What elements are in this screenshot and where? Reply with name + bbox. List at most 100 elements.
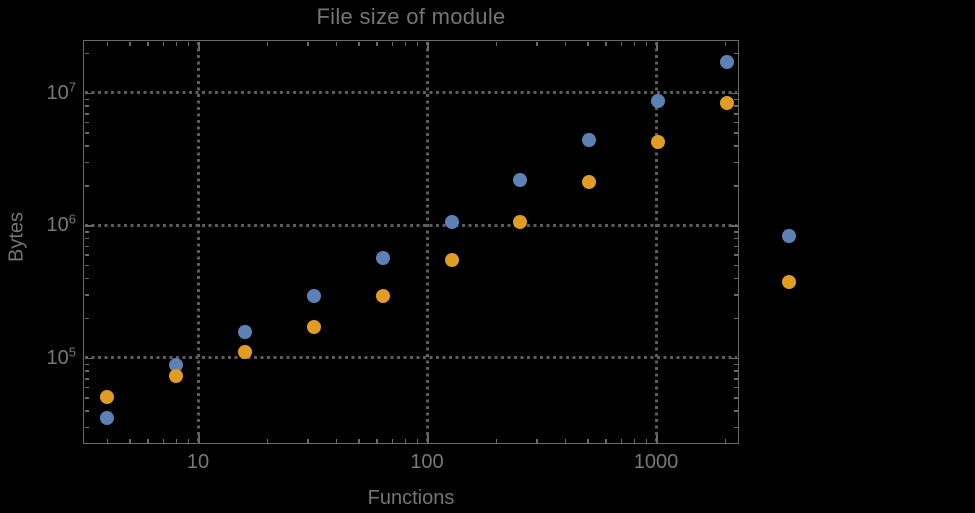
- y-minor-tick-right: [733, 185, 738, 187]
- gridline-x-10: [196, 42, 200, 442]
- y-minor-tick-right: [733, 254, 738, 256]
- y-minor-tick: [84, 386, 89, 389]
- y-minor-tick: [84, 98, 89, 101]
- y-minor-tick: [84, 161, 89, 164]
- x-minor-tick-top: [416, 41, 419, 46]
- x-minor-tick-top: [147, 41, 149, 46]
- y-minor-tick: [84, 52, 89, 55]
- y-minor-tick: [84, 378, 89, 380]
- y-minor-tick-right: [733, 121, 738, 124]
- x-minor-tick: [416, 438, 419, 443]
- y-minor-tick: [84, 397, 89, 399]
- x-minor-tick: [633, 438, 636, 443]
- x-minor-tick: [536, 438, 538, 443]
- x-minor-tick: [162, 438, 165, 443]
- x-minor-tick: [724, 438, 727, 443]
- y-minor-tick-right: [733, 397, 738, 399]
- x-minor-tick-top: [376, 41, 378, 46]
- y-minor-tick: [84, 317, 89, 320]
- x-minor-tick: [129, 438, 131, 443]
- x-major-tick-top: [427, 41, 429, 50]
- data-point-orange-8: [168, 369, 183, 384]
- data-point-orange-3800: [781, 275, 796, 290]
- x-minor-tick: [645, 438, 648, 443]
- data-point-orange-128: [444, 253, 459, 268]
- data-point-blue-3800: [781, 228, 796, 243]
- x-minor-tick-top: [564, 41, 567, 46]
- x-minor-tick-top: [391, 41, 394, 46]
- y-minor-tick-right: [733, 363, 738, 366]
- y-minor-tick-right: [733, 161, 738, 164]
- x-minor-tick: [358, 438, 360, 443]
- data-point-blue-8: [168, 357, 183, 372]
- y-minor-tick-right: [733, 277, 738, 280]
- x-minor-tick: [587, 438, 589, 443]
- x-major-tick: [656, 434, 658, 443]
- x-minor-tick-top: [175, 41, 178, 46]
- y-minor-tick: [84, 121, 89, 124]
- y-minor-tick: [84, 410, 89, 412]
- gridline-x-1000: [654, 42, 658, 442]
- y-minor-tick: [84, 105, 89, 107]
- y-minor-tick-right: [733, 294, 738, 296]
- x-minor-tick-top: [307, 41, 309, 46]
- y-minor-tick-right: [733, 386, 738, 389]
- x-major-tick: [427, 434, 429, 443]
- gridline-y-1e7: [85, 91, 737, 94]
- y-minor-tick: [84, 231, 89, 233]
- data-point-blue-4: [99, 410, 114, 425]
- data-point-orange-512: [582, 175, 597, 190]
- x-minor-tick-top: [404, 41, 407, 46]
- y-minor-tick: [84, 264, 89, 267]
- y-major-tick: [84, 357, 93, 359]
- y-minor-tick-right: [733, 370, 738, 372]
- x-minor-tick: [605, 438, 607, 443]
- y-major-tick-right: [729, 357, 738, 359]
- plot-frame: [83, 40, 739, 444]
- x-tick-label-1000: 1000: [633, 451, 679, 473]
- x-minor-tick: [391, 438, 394, 443]
- y-minor-tick-right: [733, 264, 738, 267]
- y-axis-label: Bytes: [5, 211, 28, 263]
- chart-title: File size of module: [316, 4, 506, 29]
- y-minor-tick: [84, 277, 89, 280]
- y-minor-tick-right: [733, 410, 738, 412]
- data-point-blue-32: [306, 289, 321, 304]
- x-minor-tick-top: [335, 41, 338, 46]
- x-minor-tick: [266, 438, 269, 443]
- gridline-y-1e5: [85, 356, 737, 359]
- y-minor-tick-right: [733, 113, 738, 115]
- x-minor-tick: [404, 438, 407, 443]
- x-minor-tick: [147, 438, 149, 443]
- y-minor-tick: [84, 363, 89, 366]
- x-minor-tick-top: [633, 41, 636, 46]
- y-major-tick: [84, 92, 93, 94]
- x-minor-tick: [564, 438, 567, 443]
- y-tick-label-1e5: 105: [46, 343, 76, 369]
- data-point-orange-4: [99, 390, 114, 405]
- x-minor-tick-top: [645, 41, 648, 46]
- x-minor-tick-top: [358, 41, 360, 46]
- x-minor-tick: [335, 438, 338, 443]
- x-major-tick-top: [656, 41, 658, 50]
- y-minor-tick-right: [733, 231, 738, 233]
- data-point-orange-256: [513, 215, 528, 230]
- x-axis-label: Functions: [367, 487, 455, 509]
- x-minor-tick-top: [620, 41, 623, 46]
- y-minor-tick-right: [733, 378, 738, 380]
- x-minor-tick-top: [187, 41, 190, 46]
- x-minor-tick-top: [495, 41, 498, 46]
- data-point-orange-64: [375, 289, 390, 304]
- x-minor-tick-top: [129, 41, 131, 46]
- data-point-blue-2048: [720, 54, 735, 69]
- data-point-blue-1024: [651, 94, 666, 109]
- x-tick-label-100: 100: [410, 451, 444, 473]
- data-point-orange-1024: [651, 135, 666, 150]
- x-minor-tick: [175, 438, 178, 443]
- y-minor-tick-right: [733, 426, 738, 429]
- data-point-orange-32: [306, 319, 321, 334]
- y-major-tick-right: [729, 92, 738, 94]
- x-minor-tick-top: [605, 41, 607, 46]
- data-point-blue-256: [513, 172, 528, 187]
